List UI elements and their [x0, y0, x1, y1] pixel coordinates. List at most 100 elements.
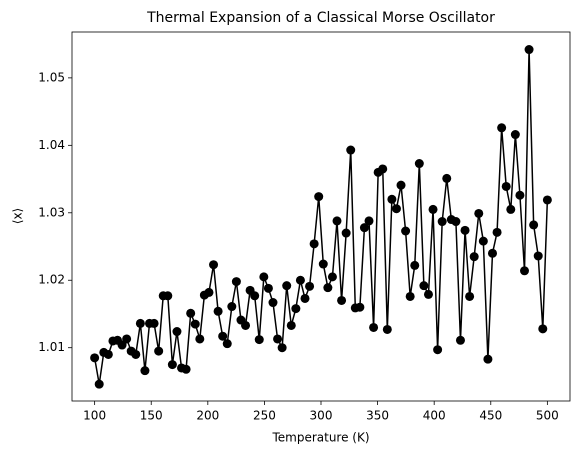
data-point	[469, 252, 479, 262]
y-axis-label: ⟨x⟩	[11, 208, 25, 224]
data-point	[286, 320, 296, 330]
data-point	[501, 181, 511, 191]
data-point	[524, 45, 534, 55]
data-point	[190, 319, 200, 329]
data-point	[396, 180, 406, 190]
data-point	[140, 366, 150, 376]
x-tick-label: 350	[366, 409, 389, 423]
data-point	[250, 291, 260, 301]
data-point	[323, 283, 333, 293]
data-point	[295, 275, 305, 285]
data-point	[259, 272, 269, 282]
data-point	[318, 259, 328, 269]
data-point	[520, 266, 530, 276]
y-tick-label: 1.04	[38, 138, 65, 152]
data-point	[414, 159, 424, 169]
data-point	[442, 173, 452, 183]
data-point	[277, 343, 287, 353]
data-point	[154, 346, 164, 356]
data-point	[478, 236, 488, 246]
data-point	[241, 320, 251, 330]
data-point	[332, 216, 342, 226]
data-point	[405, 291, 415, 301]
data-point	[542, 195, 552, 205]
data-point	[227, 302, 237, 312]
x-tick-label: 100	[83, 409, 106, 423]
data-point	[506, 204, 516, 214]
y-tick-label: 1.01	[38, 340, 65, 354]
data-point	[300, 293, 310, 303]
data-point	[487, 248, 497, 258]
data-point	[387, 194, 397, 204]
data-point	[423, 289, 433, 299]
data-point	[346, 145, 356, 155]
chart-title: Thermal Expansion of a Classical Morse O…	[146, 10, 495, 26]
data-point	[254, 335, 264, 345]
data-point	[195, 334, 205, 344]
data-point	[455, 335, 465, 345]
data-point	[460, 225, 470, 235]
data-point	[359, 223, 369, 233]
data-point	[282, 281, 292, 291]
data-point	[305, 281, 315, 291]
x-tick-label: 150	[140, 409, 163, 423]
data-point	[451, 217, 461, 227]
data-point	[382, 324, 392, 334]
data-point	[204, 287, 214, 297]
x-tick-label: 200	[196, 409, 219, 423]
data-point	[218, 331, 228, 341]
data-point	[103, 349, 113, 359]
data-point	[231, 277, 241, 287]
data-point	[213, 306, 223, 316]
data-point	[428, 204, 438, 214]
data-point	[309, 239, 319, 249]
data-point	[167, 360, 177, 370]
data-point	[291, 304, 301, 314]
x-tick-label: 300	[310, 409, 333, 423]
data-line	[93, 49, 549, 385]
data-point	[181, 364, 191, 374]
data-point	[364, 216, 374, 226]
data-point	[337, 295, 347, 305]
data-point	[369, 322, 379, 332]
data-point	[510, 130, 520, 140]
data-point	[419, 281, 429, 291]
data-point	[273, 334, 283, 344]
x-tick-label: 500	[536, 409, 559, 423]
data-point	[314, 192, 324, 202]
data-point	[433, 345, 443, 355]
data-point	[391, 204, 401, 214]
data-point	[268, 298, 278, 308]
data-point	[378, 164, 388, 174]
data-point	[474, 208, 484, 218]
data-point	[149, 318, 159, 328]
data-point	[131, 349, 141, 359]
data-point	[186, 308, 196, 318]
data-point	[497, 123, 507, 133]
data-point	[222, 339, 232, 349]
data-point	[172, 327, 182, 337]
data-point	[410, 260, 420, 270]
data-point	[401, 226, 411, 236]
data-point	[492, 227, 502, 237]
data-point	[529, 220, 539, 230]
data-point	[327, 272, 337, 282]
data-point	[341, 228, 351, 238]
y-tick-label: 1.05	[38, 70, 65, 84]
x-axis-label: Temperature (K)	[271, 431, 369, 445]
data-point	[209, 260, 219, 270]
data-point	[437, 217, 447, 227]
data-point	[135, 318, 145, 328]
data-point	[355, 302, 365, 312]
y-tick-label: 1.03	[38, 205, 65, 219]
data-point	[122, 334, 132, 344]
x-tick-label: 400	[423, 409, 446, 423]
data-point	[263, 283, 273, 293]
y-tick-label: 1.02	[38, 273, 65, 287]
x-tick-label: 250	[253, 409, 276, 423]
data-point	[533, 251, 543, 261]
data-point	[90, 353, 100, 363]
data-point	[465, 291, 475, 301]
x-tick-label: 450	[479, 409, 502, 423]
